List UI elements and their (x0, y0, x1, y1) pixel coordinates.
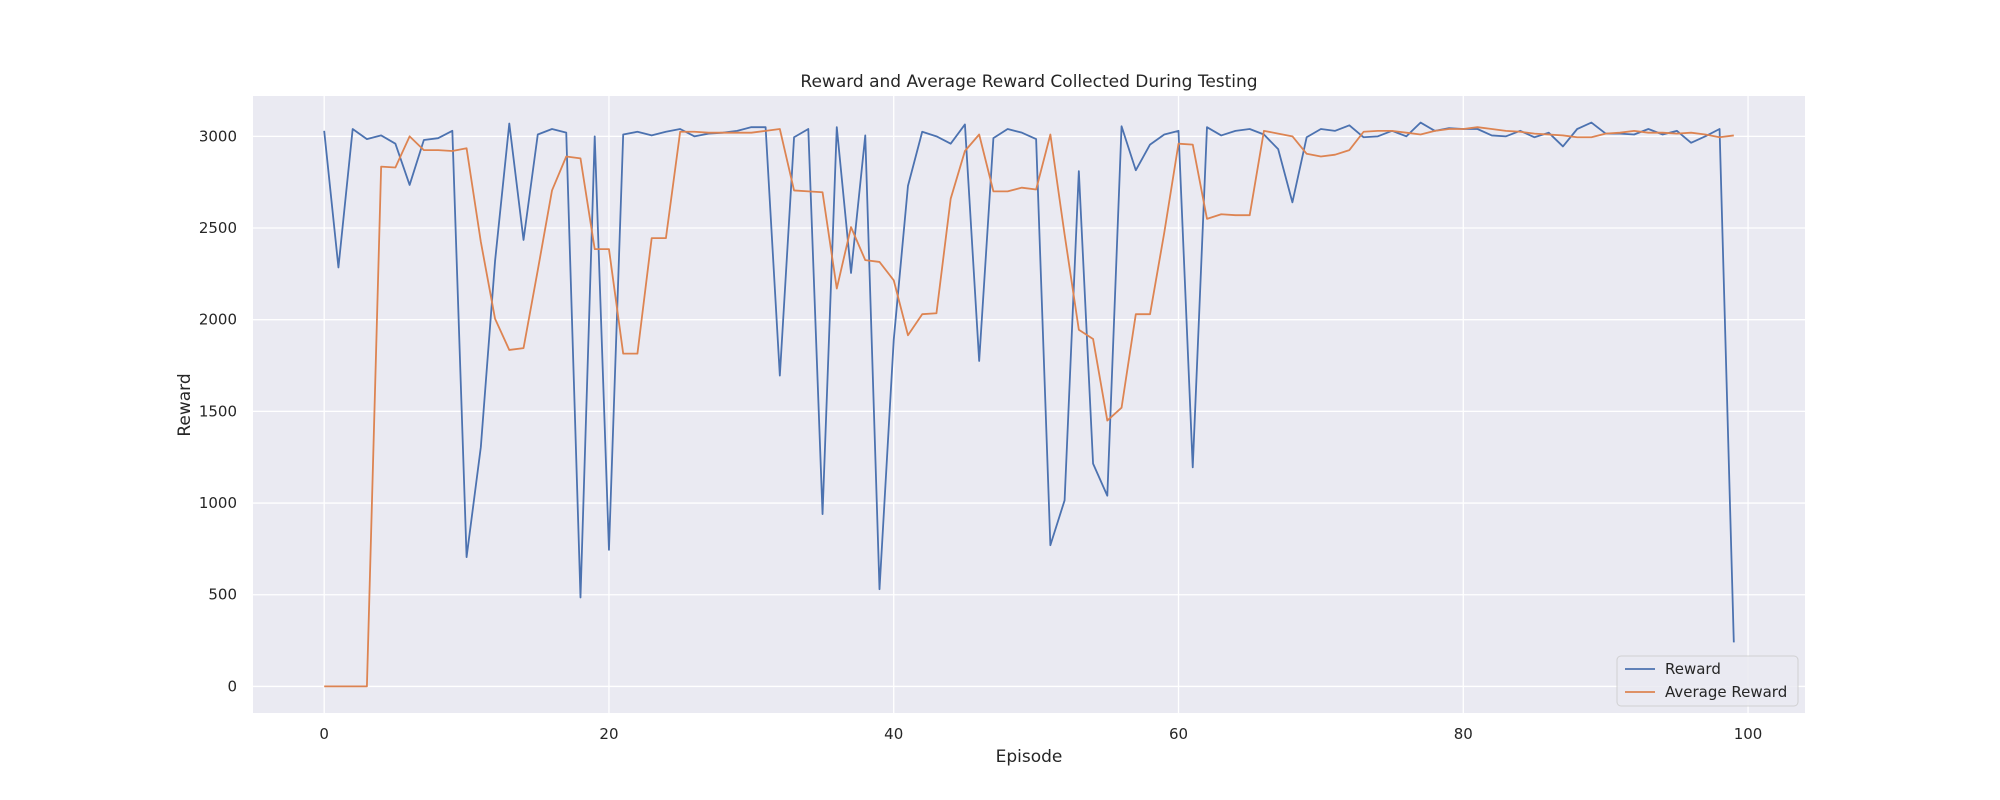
legend-box (1616, 655, 1799, 707)
y-tick-label: 2500 (199, 219, 237, 237)
chart-title: Reward and Average Reward Collected Duri… (800, 72, 1257, 92)
x-tick-label: 0 (319, 725, 329, 743)
x-tick-label: 20 (599, 725, 618, 743)
y-tick-label: 3000 (199, 127, 237, 145)
legend-label-reward: Reward (1665, 660, 1721, 678)
series-line-average-reward (324, 126, 1734, 688)
y-tick-label: 500 (208, 586, 237, 604)
x-tick-label: 80 (1454, 725, 1473, 743)
y-tick-label: 1000 (199, 494, 237, 512)
x-tick-label: 40 (884, 725, 903, 743)
series-layer (323, 121, 1735, 688)
series-line-reward (323, 121, 1735, 643)
plot-background (253, 96, 1805, 713)
y-tick-label: 2000 (199, 311, 237, 329)
y-tick-labels: 0 500 1000 1500 2000 2500 3000 (199, 127, 237, 695)
x-tick-labels: 0 20 40 60 80 100 (319, 725, 1762, 743)
y-axis-label: Reward (175, 373, 195, 436)
y-tick-label: 1500 (199, 402, 237, 420)
y-tick-label: 0 (227, 677, 237, 695)
x-tick-label: 100 (1734, 725, 1763, 743)
grid-lines (253, 96, 1805, 713)
legend: Reward Average Reward (1616, 655, 1799, 707)
x-axis-label: Episode (996, 747, 1063, 767)
x-tick-label: 60 (1169, 725, 1188, 743)
legend-label-average-reward: Average Reward (1665, 683, 1787, 701)
